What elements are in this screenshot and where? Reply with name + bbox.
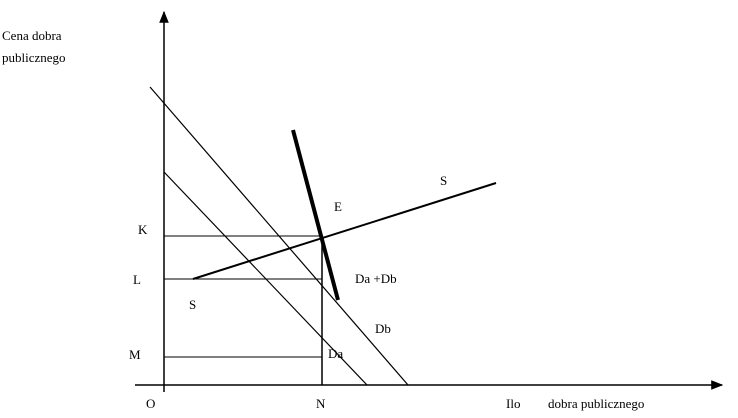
point-label: L <box>133 272 141 287</box>
demand-sum-line <box>291 129 340 301</box>
x-axis-label: dobra publicznego <box>548 396 644 411</box>
curve-label: Db <box>375 321 391 336</box>
y-axis-label: Cena dobra <box>2 28 62 43</box>
y-axis-label: publicznego <box>2 50 66 65</box>
point-label: E <box>334 199 342 214</box>
point-label: K <box>138 222 148 237</box>
curve-label: S <box>189 297 196 312</box>
curve-label: S <box>440 173 447 188</box>
curve-label: Da <box>328 346 343 361</box>
origin-label: O <box>146 396 155 411</box>
point-label: N <box>316 396 326 411</box>
supply-line <box>192 182 497 280</box>
point-label: M <box>129 347 141 362</box>
x-axis-label: Ilo <box>506 396 520 411</box>
curve-label: Da +Db <box>355 271 397 286</box>
